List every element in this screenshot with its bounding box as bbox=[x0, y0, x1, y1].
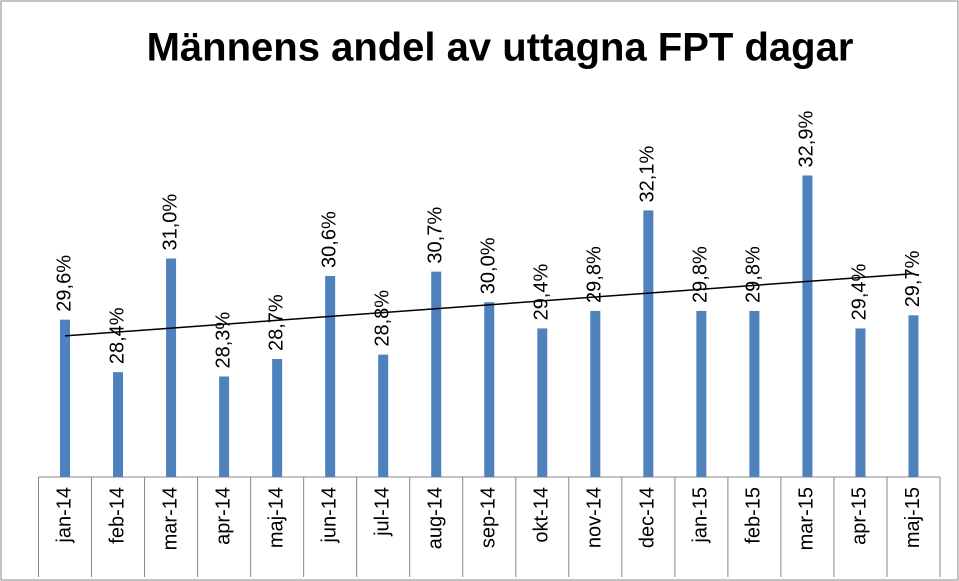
bar bbox=[802, 175, 813, 477]
x-tick-label: nov-14 bbox=[584, 487, 606, 548]
bar bbox=[166, 258, 177, 477]
value-label: 28,4% bbox=[106, 307, 128, 364]
x-tick-label: dec-14 bbox=[637, 487, 659, 548]
x-tick-label: feb-15 bbox=[743, 487, 765, 544]
value-label: 32,9% bbox=[796, 111, 818, 168]
value-label: 29,4% bbox=[849, 263, 871, 320]
value-label: 29,7% bbox=[902, 250, 924, 307]
bar bbox=[325, 275, 336, 477]
x-tick-label: maj-15 bbox=[902, 487, 924, 548]
value-label: 30,7% bbox=[425, 207, 447, 264]
x-tick-label: jan-15 bbox=[690, 487, 712, 544]
value-label: 29,8% bbox=[584, 246, 606, 303]
bar bbox=[431, 271, 442, 477]
bar bbox=[590, 310, 601, 477]
x-tick-label: jul-14 bbox=[371, 487, 393, 537]
x-tick-label: apr-15 bbox=[849, 487, 871, 545]
x-tick-label: mar-14 bbox=[159, 487, 181, 550]
bar bbox=[484, 302, 495, 477]
x-tick-label: aug-14 bbox=[425, 487, 447, 549]
bar bbox=[696, 310, 707, 477]
x-tick-label: jun-14 bbox=[318, 487, 340, 544]
bar bbox=[749, 310, 760, 477]
x-tick-label: maj-14 bbox=[265, 487, 287, 548]
x-tick-label: apr-14 bbox=[212, 487, 234, 545]
value-label: 31,0% bbox=[159, 194, 181, 251]
x-tick-label: mar-15 bbox=[796, 487, 818, 550]
bar bbox=[378, 354, 389, 477]
bar bbox=[219, 376, 230, 477]
x-tick-label: feb-14 bbox=[106, 487, 128, 544]
x-tick-label: sep-14 bbox=[478, 487, 500, 548]
value-label: 30,6% bbox=[318, 211, 340, 268]
trendline bbox=[64, 272, 914, 337]
value-label: 29,4% bbox=[531, 263, 553, 320]
value-label: 29,8% bbox=[743, 246, 765, 303]
value-label: 29,6% bbox=[53, 255, 75, 312]
value-label: 30,0% bbox=[478, 237, 500, 294]
chart-title: Männens andel av uttagna FPT dagar bbox=[147, 26, 854, 70]
value-label: 32,1% bbox=[637, 146, 659, 203]
bar bbox=[908, 315, 919, 477]
x-tick-label: okt-14 bbox=[531, 487, 553, 543]
bar bbox=[113, 372, 124, 477]
bar bbox=[855, 328, 866, 477]
value-label: 28,7% bbox=[265, 294, 287, 351]
bar bbox=[643, 210, 654, 477]
value-label: 29,8% bbox=[690, 246, 712, 303]
value-label: 28,3% bbox=[212, 312, 234, 369]
x-tick-label: jan-14 bbox=[53, 487, 75, 544]
bar bbox=[60, 319, 71, 477]
bar bbox=[537, 328, 548, 477]
bar bbox=[272, 359, 283, 477]
value-label: 28,8% bbox=[371, 290, 393, 347]
